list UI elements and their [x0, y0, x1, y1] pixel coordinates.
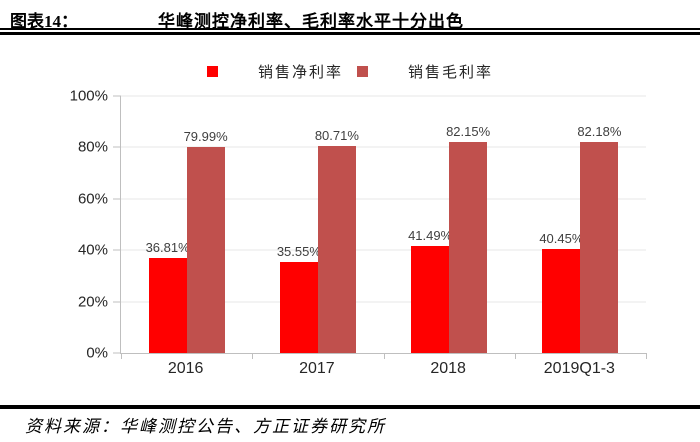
bar-group-2016: 36.81% 79.99%: [121, 96, 252, 353]
x-axis-category-label: 2016: [167, 360, 204, 377]
legend: 销售净利率 销售毛利率: [0, 60, 700, 82]
legend-label: 销售净利率: [257, 63, 343, 81]
bar-wrap: 41.49%: [408, 96, 453, 353]
gridline: [121, 301, 646, 303]
legend-item: 销售净利率: [206, 61, 343, 82]
y-axis-tick-label: 0%: [86, 344, 108, 362]
bar-wrap: 82.15%: [446, 96, 491, 353]
bar-value-label: 40.45%: [539, 231, 584, 247]
bar-销售毛利率: [580, 141, 619, 353]
x-tick-mark: [252, 353, 254, 359]
bar-wrap: 79.99%: [183, 96, 228, 353]
x-tick-mark: [383, 353, 385, 359]
x-tick-mark: [514, 353, 516, 359]
y-tick-mark: [113, 352, 121, 354]
bar-value-label: 80.71%: [314, 127, 359, 143]
y-axis-tick-label: 40%: [77, 241, 108, 259]
bar-value-label: 82.15%: [446, 123, 491, 139]
source-divider: [0, 405, 700, 409]
y-axis-labels: 0% 20% 40% 60% 80% 100%: [30, 88, 108, 362]
gridline: [121, 249, 646, 251]
legend-swatch-icon: [206, 65, 218, 77]
bar-value-label: 79.99%: [183, 129, 228, 145]
bar-wrap: 40.45%: [539, 96, 584, 353]
figure-title: 华峰测控净利率、毛利率水平十分出色: [158, 12, 464, 31]
y-tick-mark: [113, 95, 121, 97]
bar-value-label: 41.49%: [408, 228, 453, 244]
y-axis-tick-label: 20%: [77, 293, 108, 311]
bar-wrap: 80.71%: [314, 96, 359, 353]
bar-销售净利率: [148, 258, 187, 353]
bar-销售净利率: [542, 249, 581, 353]
bar-group-2017: 35.55% 80.71%: [252, 96, 383, 353]
title-divider-thick: [0, 32, 700, 35]
x-tick-mark: [121, 353, 122, 359]
bar-销售毛利率: [317, 145, 356, 353]
gridline: [121, 146, 646, 148]
bar-销售净利率: [279, 261, 318, 353]
y-axis-tick-label: 60%: [77, 190, 108, 208]
legend-label: 销售毛利率: [408, 63, 494, 81]
x-axis-category-label: 2017: [299, 360, 335, 377]
plot-area: 36.81% 79.99% 35.55% 80.71% 41.49% 82.15% 40.4…: [113, 95, 647, 359]
bar-销售毛利率: [449, 141, 488, 353]
x-axis-labels: 2016 2017 2018 2019Q1-3: [120, 360, 645, 380]
bar-销售净利率: [411, 246, 450, 353]
bar-wrap: 82.18%: [577, 96, 622, 353]
x-axis-category-label: 2018: [430, 360, 466, 377]
y-tick-mark: [113, 146, 121, 148]
x-axis-category-label: 2019Q1-3: [543, 360, 615, 377]
y-axis-tick-label: 80%: [77, 138, 108, 156]
bar-group-2019Q1-3: 40.45% 82.18%: [515, 96, 646, 353]
legend-swatch-icon: [357, 65, 368, 77]
bar-wrap: 36.81%: [145, 96, 190, 353]
gridline: [121, 95, 646, 97]
bar-wrap: 35.55%: [276, 96, 321, 353]
gridline: [121, 198, 646, 200]
y-tick-mark: [113, 198, 121, 200]
bar-value-label: 36.81%: [145, 240, 190, 256]
y-tick-mark: [113, 301, 121, 303]
bar-value-label: 82.18%: [577, 123, 622, 139]
title-divider-thin: [0, 28, 700, 30]
figure-label: 图表14：: [10, 12, 78, 31]
source-text: 资料来源：华峰测控公告、方正证券研究所: [25, 417, 386, 436]
bar-销售毛利率: [186, 147, 225, 353]
x-tick-mark: [646, 353, 647, 359]
bar-group-2018: 41.49% 82.15%: [384, 96, 515, 353]
legend-item: 销售毛利率: [357, 61, 493, 82]
y-tick-mark: [113, 249, 121, 251]
bar-value-label: 35.55%: [276, 243, 321, 259]
y-axis-tick-label: 100%: [69, 87, 108, 105]
